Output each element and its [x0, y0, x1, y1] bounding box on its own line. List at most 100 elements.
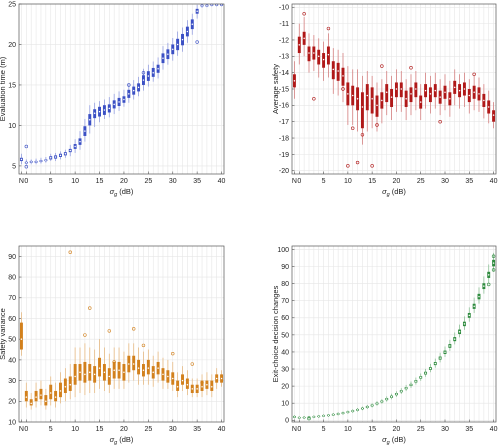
box-10 [346, 410, 350, 414]
box-37 [477, 287, 481, 304]
box-35 [195, 4, 199, 19]
y-tick-label: -14 [279, 70, 289, 77]
median-marker [220, 377, 223, 380]
outlier [370, 164, 374, 168]
box-22 [404, 79, 408, 121]
x-tick-label: N [292, 426, 297, 433]
outlier [24, 165, 29, 169]
chart-eval-time: 5 10 15 20 25 N 0 5 10 15 20 25 30 35 40 σg (dB) Evaluat… [0, 1, 226, 198]
box-14 [365, 404, 369, 410]
box-38 [210, 374, 214, 398]
median-marker [312, 51, 316, 55]
box-23 [409, 74, 413, 116]
box-28 [161, 357, 165, 389]
x-axis-label: σg (dB) [110, 435, 134, 446]
x-tick-label: 40 [490, 178, 498, 185]
box-21 [399, 71, 403, 112]
box-17 [380, 399, 384, 404]
y-tick-label: -12 [279, 37, 289, 44]
median-marker [419, 376, 422, 379]
box-4 [44, 157, 48, 163]
y-tick-label: 90 [8, 254, 16, 261]
axes-frame [18, 3, 225, 175]
y-tick-label: 60 [281, 315, 289, 322]
median-marker [103, 371, 106, 374]
x-axis-label: σg (dB) [382, 187, 406, 198]
median-marker [200, 385, 204, 389]
box-7 [59, 151, 62, 160]
box-6 [326, 33, 330, 78]
median-marker [327, 414, 330, 417]
outlier [341, 87, 345, 91]
box-32 [181, 366, 184, 391]
x-tick-label: 25 [144, 426, 152, 433]
box-N [292, 415, 296, 419]
x-axis-label: σg (dB) [110, 187, 134, 198]
box-20 [394, 391, 398, 397]
box-33 [458, 74, 462, 109]
box-11 [351, 69, 355, 125]
median-marker [132, 89, 135, 92]
median-marker [44, 400, 48, 403]
median-marker [346, 410, 350, 414]
median-marker [205, 383, 209, 386]
median-marker [73, 375, 77, 378]
y-tick-label: -11 [279, 21, 289, 28]
median-marker [176, 43, 179, 46]
box-16 [102, 347, 106, 391]
box-9 [341, 53, 345, 103]
median-marker [25, 161, 28, 164]
x-tick-label: 5 [49, 178, 53, 185]
median-marker [151, 71, 155, 75]
box [83, 361, 87, 383]
median-marker [171, 48, 174, 51]
x-tick-label: 10 [344, 426, 352, 433]
y-axis-label: Exit-choice decision changes [271, 285, 280, 382]
y-tick-label: 60 [8, 316, 16, 323]
box-39 [487, 90, 491, 124]
box-17 [380, 79, 384, 124]
median-marker [147, 366, 150, 370]
median-marker [395, 392, 398, 396]
box-9 [68, 364, 72, 400]
median-marker [142, 368, 145, 372]
median-marker [88, 118, 92, 122]
median-marker [390, 395, 393, 398]
box-14 [365, 71, 369, 132]
box-29 [438, 352, 442, 363]
axes-frame [18, 245, 225, 423]
box [73, 364, 77, 385]
box-30 [171, 38, 175, 61]
box-26 [151, 61, 155, 82]
box-6 [54, 382, 58, 408]
box-1 [29, 393, 33, 410]
box-19 [117, 347, 121, 389]
median-marker [443, 91, 447, 94]
box-28 [433, 358, 437, 368]
median-marker [404, 386, 408, 390]
outlier [326, 26, 331, 31]
median-marker [332, 68, 335, 71]
box-9 [68, 144, 72, 157]
x-tick-label: 35 [465, 178, 473, 185]
x-axis-label-sub: g [387, 440, 391, 446]
box-3 [39, 157, 43, 164]
median-marker [351, 409, 354, 413]
box-26 [424, 72, 428, 109]
y-tick-label: 90 [281, 264, 289, 271]
x-tick-label: 40 [218, 426, 226, 433]
outlier [307, 416, 311, 421]
x-axis-label-unit: (dB) [117, 435, 134, 444]
median-marker [298, 416, 301, 419]
median-marker [25, 395, 28, 399]
box-33 [458, 324, 462, 338]
x-tick-label: 20 [393, 426, 401, 433]
median-marker [307, 51, 311, 55]
median-marker [448, 344, 452, 348]
box-18 [112, 93, 116, 115]
y-tick-label: -20 [279, 168, 289, 175]
box-24 [414, 71, 418, 111]
median-marker [142, 78, 145, 82]
box-34 [462, 316, 466, 330]
box [365, 84, 369, 111]
